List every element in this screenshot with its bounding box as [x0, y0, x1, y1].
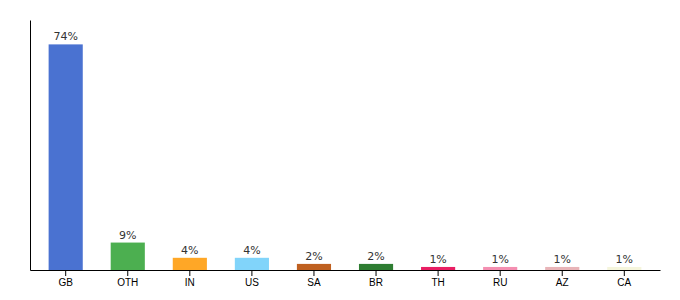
x-tick-mark — [376, 270, 377, 276]
x-axis: GB OTH IN US SA BR TH RU AZ CA — [31, 270, 661, 288]
data-label: 4% — [243, 244, 260, 257]
y-axis-line — [30, 21, 31, 271]
x-tick-label: RU — [493, 277, 507, 288]
x-tick-label: IN — [185, 277, 195, 288]
x-tick-label: US — [245, 277, 259, 288]
data-label: 1% — [491, 253, 508, 266]
x-tick: CA — [617, 270, 631, 288]
data-label: 1% — [429, 253, 446, 266]
data-label: 4% — [181, 244, 198, 257]
bar — [483, 267, 517, 270]
x-tick-mark — [189, 270, 190, 276]
x-tick: TH — [431, 270, 444, 288]
x-tick-label: SA — [307, 277, 321, 288]
x-tick-mark — [127, 270, 128, 276]
x-tick: SA — [307, 270, 321, 288]
bar — [359, 264, 393, 270]
x-axis-line — [31, 270, 661, 271]
x-tick-mark — [251, 270, 252, 276]
x-tick-label: GB — [58, 277, 73, 288]
x-tick-mark — [65, 270, 66, 276]
bar — [173, 258, 207, 270]
data-label: 74% — [53, 30, 77, 43]
data-label: 2% — [305, 250, 322, 263]
x-tick-mark — [500, 270, 501, 276]
data-label: 1% — [554, 253, 571, 266]
chart: 74% 9% 4% 4% 2% 2% 1% 1% 1% 1% GB OTH IN US SA BR TH RU AZ… — [0, 0, 680, 300]
x-tick: GB — [58, 270, 73, 288]
x-tick-mark — [624, 270, 625, 276]
x-tick-mark — [313, 270, 314, 276]
bar — [545, 267, 579, 270]
x-tick-mark — [438, 270, 439, 276]
x-tick: AZ — [556, 270, 569, 288]
data-label: 9% — [119, 229, 136, 242]
x-tick: US — [245, 270, 259, 288]
bars — [49, 44, 642, 270]
x-tick-label: OTH — [117, 277, 138, 288]
bar — [49, 44, 83, 270]
y-axis — [30, 21, 31, 271]
plot: 74% 9% 4% 4% 2% 2% 1% 1% 1% 1% GB OTH IN US SA BR TH RU AZ… — [31, 21, 661, 289]
x-tick: BR — [369, 270, 383, 288]
x-tick-mark — [562, 270, 563, 276]
x-tick: IN — [185, 270, 195, 288]
x-tick-label: CA — [617, 277, 631, 288]
x-tick: RU — [493, 270, 507, 288]
bar — [421, 267, 455, 270]
bar — [297, 264, 331, 270]
bar — [607, 267, 641, 270]
x-tick-label: AZ — [556, 277, 569, 288]
data-label: 2% — [367, 250, 384, 263]
bar — [111, 243, 145, 270]
x-tick-label: BR — [369, 277, 383, 288]
data-label: 1% — [616, 253, 633, 266]
data-labels: 74% 9% 4% 4% 2% 2% 1% 1% 1% 1% — [53, 30, 633, 266]
x-tick-label: TH — [431, 277, 444, 288]
x-tick: OTH — [117, 270, 138, 288]
bar — [235, 258, 269, 270]
